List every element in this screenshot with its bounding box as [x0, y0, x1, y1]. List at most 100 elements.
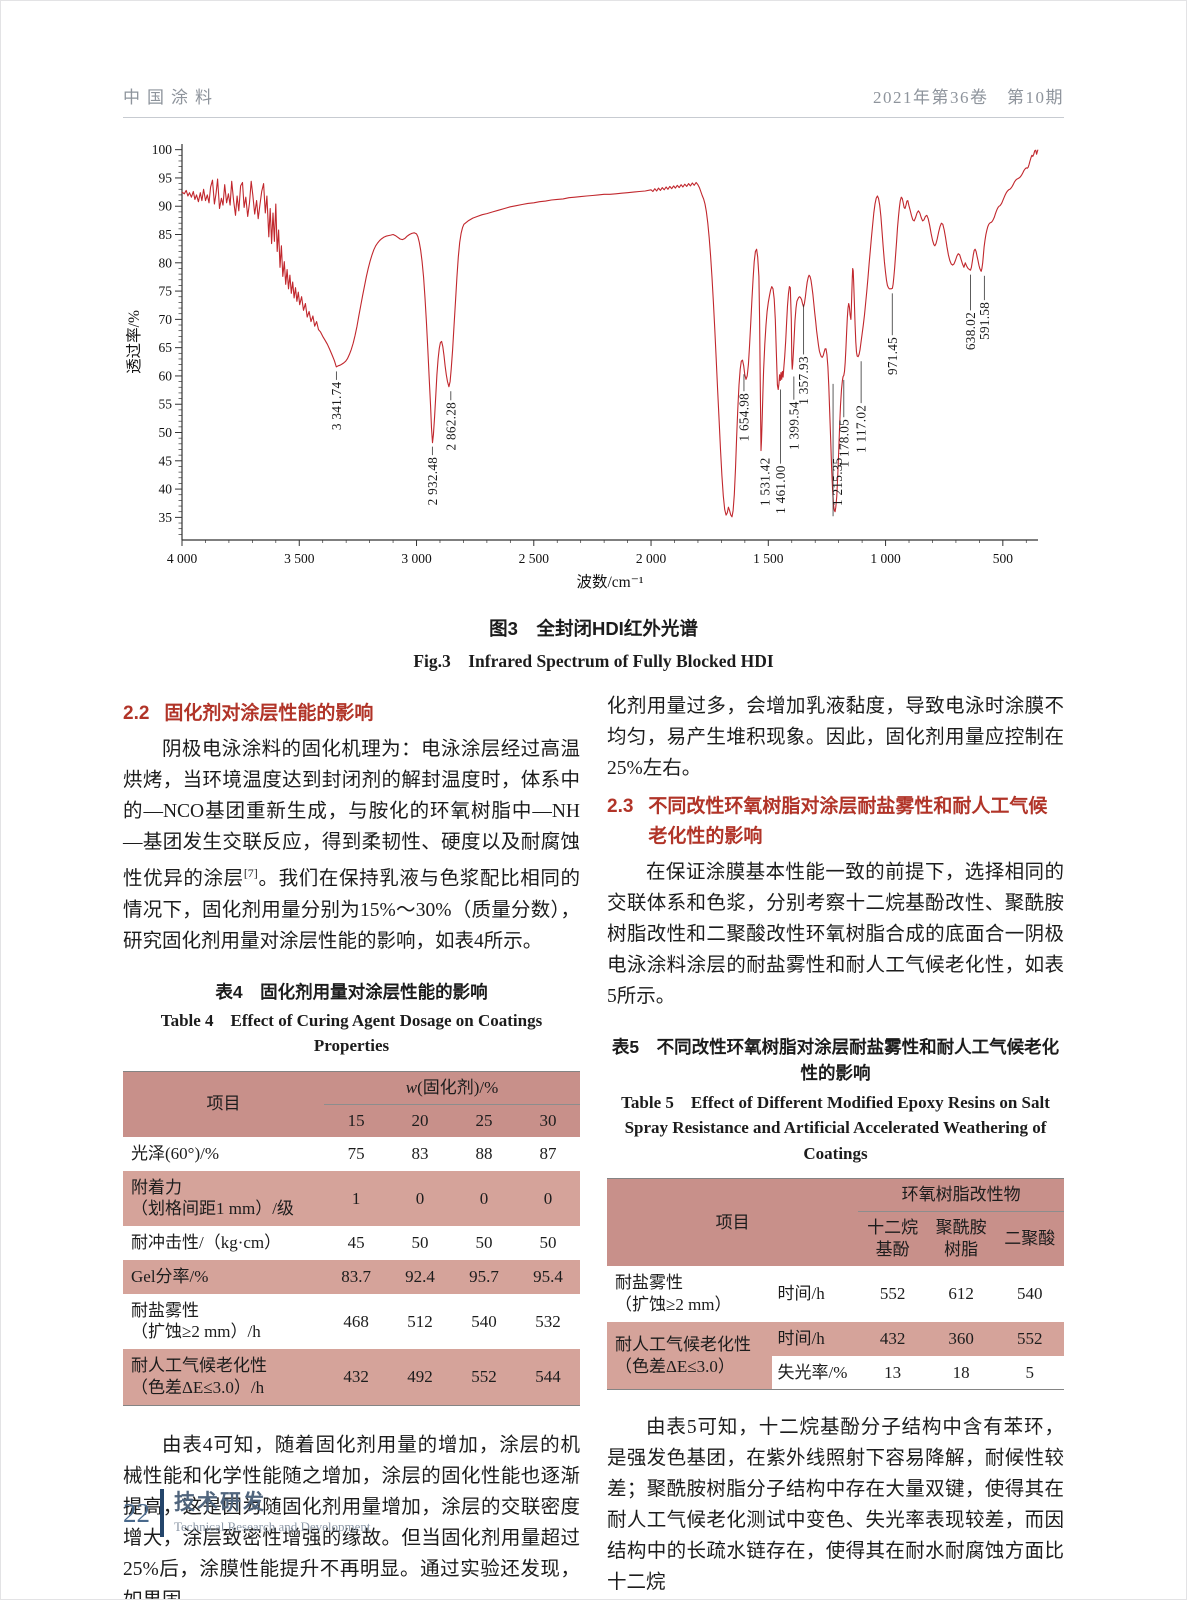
- table-row: 耐盐雾性 （扩蚀≥2 mm）/h 468 512 540 532: [123, 1294, 580, 1350]
- ir-spectrum-svg: 35 40 45 50 55 60 65 70 75 80 85 90 95 100 4 000 3 500 3…: [125, 142, 1039, 591]
- table5-caption-zh: 表5 不同改性环氧树脂对涂层耐盐雾性和耐人工气候老化性的影响: [611, 1037, 1060, 1084]
- cell-value: 552: [879, 1284, 906, 1304]
- table-row: 光泽(60°)/% 75 83 88 87: [123, 1137, 580, 1171]
- row-label: 耐盐雾性 （扩蚀≥2 mm）/h: [131, 1300, 261, 1342]
- svg-text:40: 40: [158, 482, 172, 497]
- svg-text:100: 100: [151, 142, 172, 157]
- table4-caption-en: Table 4 Effect of Curing Agent Dosage on…: [160, 1010, 543, 1056]
- section-title: 不同改性环氧树脂对涂层耐盐雾性和耐人工气候老化性的影响: [648, 796, 1048, 847]
- table5-caption-en: Table 5 Effect of Different Modified Epo…: [621, 1092, 1050, 1163]
- svg-text:50: 50: [158, 425, 172, 440]
- cell-value: 0: [452, 1170, 516, 1227]
- peak-label: 1 654.98: [736, 393, 751, 442]
- cell-value: 95.4: [515, 1259, 580, 1294]
- section-heading-2-3: 2.3 不同改性环氧树脂对涂层耐盐雾性和耐人工气候老化性的影响: [607, 792, 1064, 852]
- row-label: 耐人工气候老化性 （色差ΔE≤3.0）: [607, 1321, 772, 1390]
- y-axis-label: 透过率/%: [125, 310, 143, 374]
- section-number: 2.2: [123, 703, 150, 724]
- svg-text:4 000: 4 000: [166, 551, 197, 566]
- figure3-chart: 35 40 45 50 55 60 65 70 75 80 85 90 95 100 4 000 3 500 3…: [1, 132, 1186, 607]
- peak-label: 1 357.93: [796, 356, 811, 405]
- table4-col-header: 20: [388, 1104, 453, 1137]
- cell-value: 0: [515, 1170, 580, 1227]
- cell-value: 45: [347, 1233, 365, 1253]
- table4-dosage-columns: 15 20 25 30: [123, 1104, 580, 1137]
- right-column: 化剂用量过多，会增加乳液黏度，导致电泳时涂膜不均匀，易产生堆积现象。因此，固化剂…: [607, 691, 1064, 1599]
- row-sublabel: 时间/h: [771, 1321, 859, 1356]
- left-column: 2.2 固化剂对涂层性能的影响 阴极电泳涂料的固化机理为：电泳涂层经过高温烘烤，…: [123, 691, 580, 1599]
- cell-value: 0: [388, 1170, 453, 1227]
- table-row: 耐人工气候老化性 （色差ΔE≤3.0）/h 432 492 552 544: [123, 1349, 580, 1406]
- paragraph-curing-mechanism: 阴极电泳涂料的固化机理为：电泳涂层经过高温烘烤，当环境温度达到封闭剂的解封温度时…: [123, 739, 580, 952]
- two-column-body: 2.2 固化剂对涂层性能的影响 阴极电泳涂料的固化机理为：电泳涂层经过高温烘烤，…: [123, 691, 1064, 1599]
- footer-section-zh: 技术研发: [174, 1491, 266, 1515]
- peak-label: 1 461.00: [772, 465, 787, 514]
- cell-value: 88: [475, 1143, 493, 1163]
- paragraph-table5-discussion: 由表5可知，十二烷基酚分子结构中含有苯环，是强发色基团，在紫外线照射下容易降解，…: [607, 1417, 1064, 1594]
- svg-text:60: 60: [158, 368, 172, 383]
- svg-text:85: 85: [158, 227, 172, 242]
- peak-label: 1 531.42: [757, 457, 772, 506]
- cell-value: 50: [411, 1233, 429, 1253]
- cell-value: 50: [539, 1233, 557, 1253]
- paragraph-modified-epoxy-intro: 在保证涂膜基本性能一致的前提下，选择相同的交联体系和色浆，分别考察十二烷基酚改性…: [607, 862, 1064, 1007]
- paragraph-curing-continued: 化剂用量过多，会增加乳液黏度，导致电泳时涂膜不均匀，易产生堆积现象。因此，固化剂…: [607, 696, 1064, 779]
- svg-text:95: 95: [158, 170, 172, 185]
- cell-value: 75: [347, 1143, 365, 1163]
- peak-label: 3 341.74: [328, 382, 343, 431]
- cell-value: 5: [1025, 1362, 1034, 1382]
- row-label: Gel分率/%: [123, 1259, 325, 1294]
- svg-text:55: 55: [158, 397, 172, 412]
- peak-label: 1 117.02: [853, 405, 868, 453]
- svg-text:3 000: 3 000: [401, 551, 432, 566]
- row-label: 耐冲击性/（kg·cm）: [131, 1233, 282, 1253]
- figure-caption-zh: 图3 全封闭HDI红外光谱: [489, 618, 698, 639]
- svg-text:90: 90: [158, 199, 172, 214]
- footer-divider-bar: [160, 1489, 164, 1537]
- table-row: 耐人工气候老化性 （色差ΔE≤3.0） 时间/h 432 360 552: [607, 1321, 1064, 1390]
- peak-label: 638.02: [962, 312, 977, 350]
- cell-value: 552: [995, 1321, 1064, 1356]
- cell-value: 360: [926, 1321, 996, 1356]
- svg-text:45: 45: [158, 453, 172, 468]
- peak-label: 2 932.48: [424, 457, 439, 506]
- cell-value: 83.7: [324, 1259, 389, 1294]
- table4-group-header: w(固化剂)/%: [324, 1071, 580, 1105]
- cell-value: 83: [411, 1143, 429, 1163]
- table5-col-header: 聚酰胺 树脂: [926, 1211, 996, 1267]
- table5-col-header: 二聚酸: [995, 1211, 1064, 1267]
- cell-value: 432: [324, 1349, 389, 1406]
- cell-value: 92.4: [388, 1259, 453, 1294]
- table-row: 耐盐雾性 （扩蚀≥2 mm） 时间/h 552 612 540: [607, 1266, 1064, 1322]
- cell-value: 540: [471, 1311, 497, 1331]
- table4-col-header: 15: [324, 1104, 389, 1137]
- cell-value: 95.7: [452, 1259, 516, 1294]
- table4: 项目 w(固化剂)/% 15 20 25 30 光泽(60°)/% 75 83 88 87 附着…: [123, 1070, 580, 1406]
- svg-text:70: 70: [158, 312, 172, 327]
- spectrum-curve: [181, 149, 1039, 518]
- row-label: 光泽(60°)/%: [131, 1143, 220, 1163]
- table-row: 失光率/% 13 18 5: [607, 1356, 1064, 1390]
- footer-page-number: 22: [123, 1497, 150, 1528]
- cell-value: 13: [884, 1362, 902, 1382]
- table5-modifier-columns: 十二烷 基酚 聚酰胺 树脂 二聚酸: [607, 1211, 1064, 1267]
- page-footer: 22 技术研发 Technical Research and Developme…: [123, 1489, 371, 1537]
- issue-info: 2021年第36卷 第10期: [873, 88, 1064, 107]
- table5-group-header: 环氧树脂改性物: [858, 1178, 1064, 1213]
- cell-value: 512: [407, 1311, 433, 1331]
- cell-value: 432: [858, 1321, 927, 1356]
- cell-value: 492: [388, 1349, 453, 1406]
- cell-value: 532: [535, 1311, 561, 1331]
- cell-value: 50: [475, 1233, 493, 1253]
- table5-item-header: 项目: [607, 1178, 859, 1267]
- row-label: 耐人工气候老化性 （色差ΔE≤3.0）/h: [123, 1349, 325, 1406]
- section-number: 2.3: [607, 796, 634, 817]
- section-heading-2-2: 2.2 固化剂对涂层性能的影响: [123, 699, 580, 729]
- peak-label: 1 215.35: [830, 457, 845, 506]
- svg-text:75: 75: [158, 284, 172, 299]
- peak-label: 1 399.54: [786, 401, 801, 450]
- table4-item-header: 项目: [123, 1071, 325, 1137]
- paragraph-table4-discussion: 由表4可知，随着固化剂用量的增加，涂层的机械性能和化学性能随之增加，涂层的固化性…: [123, 1434, 580, 1599]
- table4-col-header: 25: [452, 1104, 516, 1137]
